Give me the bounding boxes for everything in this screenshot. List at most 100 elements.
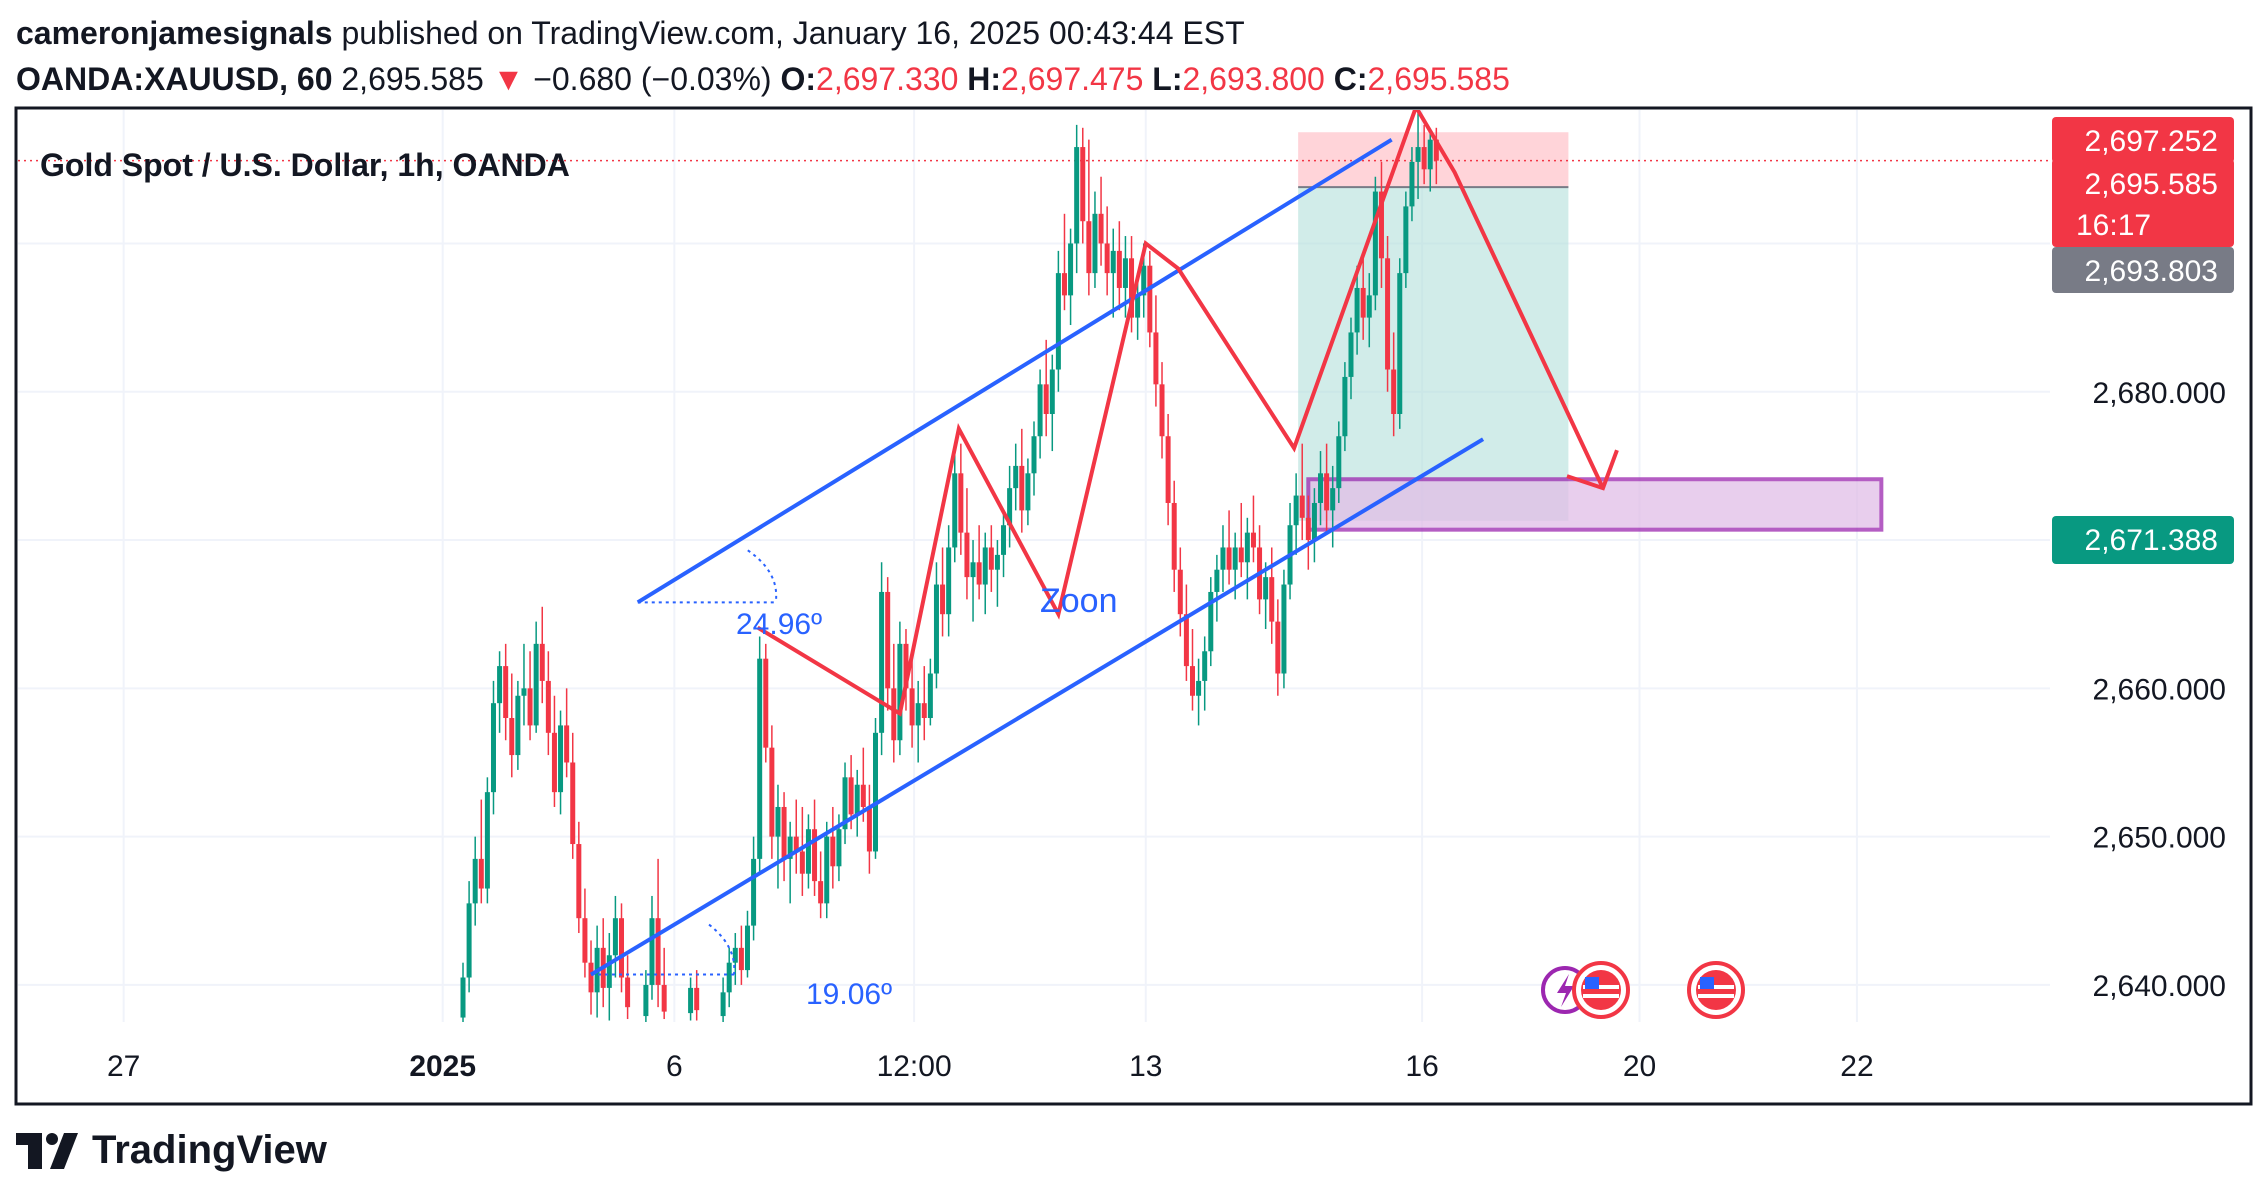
stop-loss-area [1298,132,1569,188]
candle-body [1281,584,1287,674]
candle-body [1183,614,1189,667]
upper-angle-arc [747,549,778,603]
candle-body [751,858,757,926]
candle-body [655,918,661,985]
candle-body [1031,436,1037,474]
candle-body [982,547,988,585]
candle-body [539,643,545,681]
channel-upper-line [636,137,1393,605]
candle-body [576,844,582,919]
candle-body [1336,436,1342,489]
candle-body [946,547,952,615]
candle-body [848,777,854,815]
candle-body [643,984,649,1017]
candle-body [1427,139,1433,170]
candle-body [606,955,612,988]
candle-body [763,658,769,748]
candle-body [1360,287,1366,318]
candle-body [1007,488,1013,526]
candle-body [1348,332,1354,377]
candle-body [1074,147,1080,244]
candle-body [1238,547,1244,563]
y-tick-label: 2,650.000 [2093,822,2226,855]
price-change: −0.680 (−0.03%) [533,61,772,97]
candle-body [720,992,726,1017]
author-name[interactable]: cameronjamesignals [16,15,333,51]
candle-body [1397,273,1403,414]
candle-body [1001,525,1007,555]
candle-body [1019,465,1025,511]
economic-events[interactable] [1541,961,1745,1019]
candle-body [582,918,588,963]
take-profit-area [1298,187,1569,521]
candle-body [1226,547,1232,570]
candle-body [1378,191,1384,259]
candle-body [824,836,830,904]
y-tick-label: 2,680.000 [2093,377,2226,410]
y-tick-label: 2,640.000 [2093,970,2226,1003]
us-flag-icon[interactable] [1687,961,1745,1019]
candle-body [649,918,655,985]
candle-body [842,777,848,830]
low-label: L: [1152,61,1183,97]
candle-body [1135,295,1141,318]
candle-body [1055,273,1061,370]
us-flag-icon[interactable] [1572,961,1630,1019]
candle-body [1153,332,1159,385]
y-axis[interactable]: 2,640.0002,650.0002,660.0002,670.0002,68… [2093,377,2226,1003]
candle-body [854,784,860,815]
candle-body [1385,258,1391,370]
candle-body [818,881,824,904]
candle-body [1269,577,1275,622]
x-tick-label: 16 [1405,1050,1438,1083]
candle-body [1177,569,1183,615]
x-axis[interactable]: 27 2025 6 12:00 13 16 20 22 [107,1050,1874,1083]
candle-body [1391,369,1397,414]
candle-body [497,666,503,704]
brand-name[interactable]: TradingView [92,1128,327,1172]
candle-body [994,554,1000,570]
candle-body [1165,436,1171,503]
candle-body [885,591,891,689]
x-tick-label: 20 [1623,1050,1656,1083]
candle-body [472,858,478,904]
candle-body [1098,213,1104,244]
candle-body [1293,495,1299,526]
price-labels: 2,697.252 2,695.585 16:17 2,693.803 2,671.38… [2052,117,2234,564]
candle-body [1110,250,1116,274]
candle-body [891,688,897,741]
candle-body [1244,532,1250,563]
publish-info: published on TradingView.com, January 16… [341,15,1245,51]
candle-body [1263,577,1269,600]
projection-path [756,110,1605,717]
candle-body [558,725,564,793]
symbol-line: OANDA:XAUUSD, 60 2,695.585 ▼ −0.680 (−0.… [16,56,1510,102]
price-label-box [2052,117,2234,163]
candle-body [625,977,631,1008]
candle-body [661,984,667,1012]
candle-body [1104,243,1110,274]
footer: TradingView [16,1128,327,1173]
publisher-line: cameronjamesignals published on TradingV… [16,10,1510,56]
x-tick-label: 13 [1129,1050,1162,1083]
publication-header: cameronjamesignals published on TradingV… [16,10,1510,102]
candle-body [515,695,521,756]
candle-body [970,562,976,578]
candle-body [769,747,775,837]
candle-body [490,703,496,793]
candle-body [1208,591,1214,652]
open-label: O: [780,61,817,97]
candle-body [1275,621,1281,674]
candle-body [545,680,551,733]
last-price: 2,695.585 [341,61,484,97]
candle-body [1080,147,1086,222]
candle-body [1433,139,1439,161]
candle-body [812,829,818,882]
upper-angle-label: 24.96º [736,608,822,641]
candle-body [1311,502,1317,541]
candle-body [921,703,927,718]
candle-body [787,836,793,859]
candle-body [533,643,539,726]
candle-body [612,918,618,956]
